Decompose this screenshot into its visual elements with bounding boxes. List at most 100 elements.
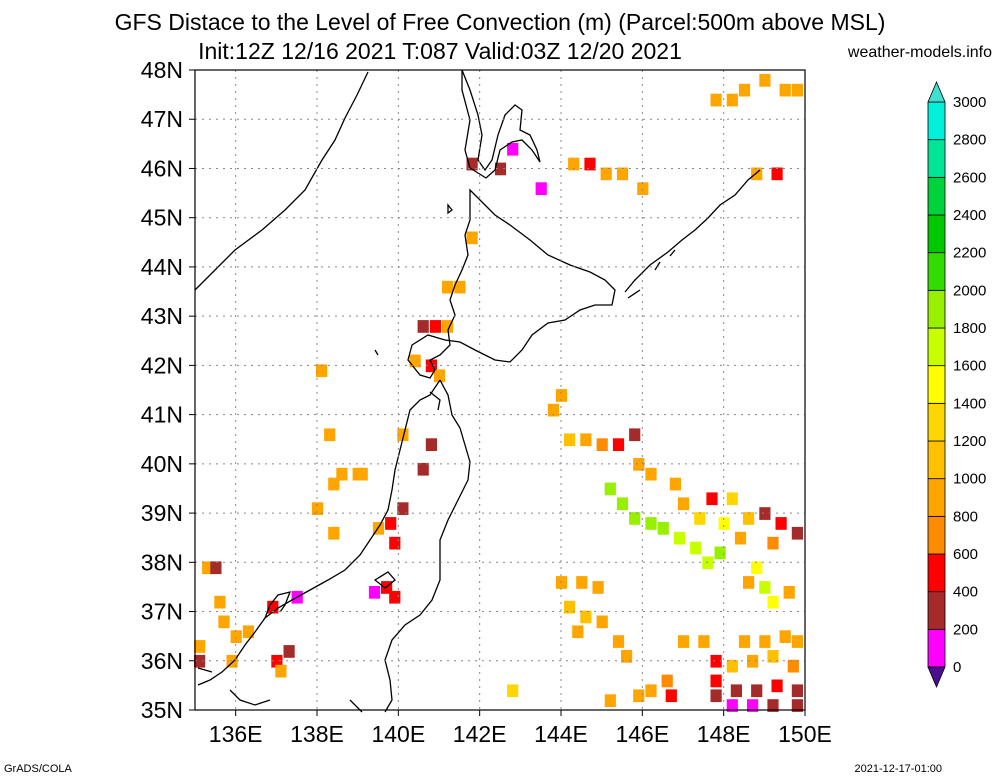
field-cell	[738, 635, 751, 648]
field-cell	[738, 83, 751, 97]
field-cell	[397, 502, 409, 515]
field-cell	[751, 561, 763, 575]
field-cell	[791, 635, 803, 648]
field-cell	[230, 630, 242, 643]
lat-tick-label: 41N	[141, 402, 183, 428]
colorbar-label: 2000	[953, 282, 986, 299]
lat-tick-label: 39N	[141, 500, 183, 526]
field-cell	[751, 684, 763, 698]
field-cell	[580, 610, 592, 624]
lon-tick-label: 136E	[209, 721, 263, 747]
field-cell	[767, 595, 779, 609]
colorbar-label: 1600	[953, 358, 986, 375]
field-cell	[714, 546, 726, 560]
colorbar-segment	[927, 515, 946, 555]
field-cell	[584, 157, 596, 171]
field-cell	[616, 167, 629, 181]
field-cell	[710, 654, 722, 668]
field-cell	[210, 561, 222, 575]
field-cell	[730, 684, 742, 698]
field-cell	[429, 320, 442, 333]
colorbar-segment	[927, 176, 946, 216]
colorbar-segment	[927, 139, 946, 178]
lat-tick-label: 43N	[141, 303, 183, 329]
field-cell	[734, 531, 747, 545]
field-cell	[779, 630, 791, 643]
lat-tick-label: 36N	[141, 648, 183, 674]
field-cell	[214, 595, 226, 609]
field-cell	[389, 536, 401, 550]
colorbar-segment	[927, 289, 946, 329]
field-cell	[442, 280, 454, 294]
lon-tick-label: 140E	[371, 721, 425, 747]
field-cell	[759, 581, 771, 594]
field-cell	[564, 600, 576, 614]
coastline-honshu	[197, 379, 471, 713]
field-cell	[771, 679, 783, 693]
lon-tick-label: 146E	[615, 721, 669, 747]
colorbar-segment	[927, 101, 946, 141]
field-cell	[783, 586, 795, 599]
field-cell	[555, 389, 568, 402]
field-cell	[690, 541, 702, 555]
field-cell	[547, 403, 559, 417]
field-cell	[580, 433, 592, 447]
field-cell	[743, 576, 755, 589]
field-cell	[771, 167, 783, 181]
field-cell	[710, 674, 722, 688]
coastline-sado	[373, 571, 396, 589]
lon-tick-label: 150E	[778, 721, 832, 747]
field-cell	[669, 477, 681, 491]
field-cell	[759, 74, 771, 87]
field-cell	[466, 231, 478, 245]
colorbar-segment	[927, 628, 946, 668]
field-cell	[767, 650, 779, 663]
field-cell	[726, 492, 738, 506]
field-cell	[409, 354, 421, 368]
field-cell	[324, 428, 336, 442]
field-cell	[645, 684, 657, 698]
field-cell	[385, 517, 397, 530]
field-cell	[743, 512, 755, 525]
map-title: GFS Distace to the Level of Free Convect…	[114, 9, 886, 35]
source-credit: weather-models.info	[847, 44, 992, 61]
coastline-noto	[264, 591, 292, 619]
colorbar-segment	[927, 440, 946, 480]
colorbar-label: 800	[953, 508, 978, 525]
field-cell	[433, 369, 446, 383]
field-cell	[661, 674, 673, 688]
field-cell	[283, 645, 295, 658]
axis-labels: 136E 138E 140E 142E 144E 146E 148E 150E 35N 36N 37…	[141, 57, 832, 747]
field-cell	[612, 635, 625, 648]
field-cell	[328, 477, 340, 491]
field-cell	[466, 157, 478, 171]
field-cell	[629, 512, 641, 525]
field-cell	[645, 467, 657, 481]
field-cell	[612, 438, 625, 451]
coastline-kurils	[624, 169, 761, 299]
field-cell	[633, 458, 645, 471]
field-cell	[710, 689, 722, 703]
field-cell	[726, 93, 738, 107]
field-cell	[328, 526, 340, 540]
field-cell	[311, 502, 324, 515]
colorbar-label: 2600	[953, 169, 986, 186]
coastline	[194, 69, 761, 713]
field-cell	[397, 428, 409, 442]
colorbar-label: 1800	[953, 320, 986, 337]
field-cell	[767, 699, 779, 712]
field-cell	[417, 462, 429, 476]
field-cell	[791, 684, 803, 698]
colorbar-label: 600	[953, 546, 978, 563]
colorbar-segment	[927, 553, 946, 593]
field-cell	[767, 536, 779, 550]
lat-tick-label: 37N	[141, 599, 183, 625]
colorbar: 0 200 400 600 800 1000 1200 1400 1600 1800 2000 220…	[927, 80, 986, 689]
lat-tick-label: 45N	[141, 205, 183, 231]
field-cell	[694, 512, 706, 525]
field-cell	[226, 654, 238, 668]
field-cell	[218, 615, 230, 629]
colorbar-label: 1000	[953, 471, 986, 488]
field-cell	[706, 492, 718, 506]
colorbar-label: 2800	[953, 132, 986, 149]
